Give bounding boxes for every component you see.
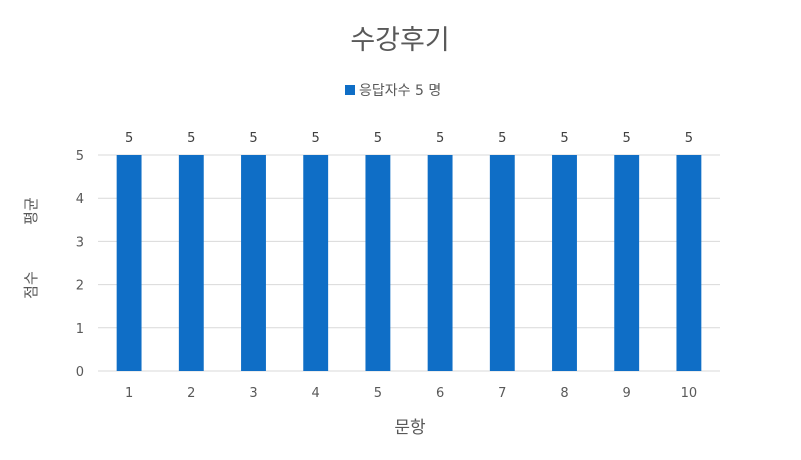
bar <box>303 155 329 371</box>
bar <box>614 155 640 371</box>
y-axis-label: 평균 점수 <box>22 197 40 299</box>
x-tick-label: 9 <box>623 386 631 401</box>
x-tick-label: 2 <box>187 386 195 401</box>
data-label: 5 <box>685 131 693 146</box>
legend-swatch <box>345 85 355 95</box>
bar <box>178 155 204 371</box>
data-label: 5 <box>560 131 568 146</box>
bar <box>241 155 266 371</box>
data-labels: 5 5 5 5 5 5 5 5 5 5 <box>125 131 693 146</box>
y-axis-label-line-2: 점수 <box>22 271 40 299</box>
data-label: 5 <box>374 131 382 146</box>
y-tick-label: 3 <box>76 235 84 250</box>
y-axis-label-line-1: 평균 <box>22 197 40 225</box>
data-label: 5 <box>623 131 631 146</box>
data-label: 5 <box>498 131 506 146</box>
x-axis-label: 문항 <box>394 418 426 438</box>
y-tick-label: 0 <box>76 365 84 380</box>
x-tick-label: 3 <box>249 386 257 401</box>
x-tick-label: 7 <box>498 386 506 401</box>
x-tick-label: 5 <box>374 386 382 401</box>
bar <box>552 155 577 371</box>
x-axis-ticks: 1 2 3 4 5 6 7 8 9 10 <box>125 386 697 401</box>
x-tick-label: 10 <box>681 386 698 401</box>
bar <box>116 155 142 371</box>
bar <box>489 155 515 371</box>
y-tick-label: 4 <box>76 192 84 207</box>
data-label: 5 <box>312 131 320 146</box>
chart-title: 수강후기 <box>350 25 449 56</box>
y-tick-label: 5 <box>76 149 84 164</box>
bar <box>427 155 453 371</box>
bar <box>676 155 702 371</box>
x-tick-label: 8 <box>560 386 568 401</box>
data-label: 5 <box>125 131 133 146</box>
data-label: 5 <box>436 131 444 146</box>
x-tick-label: 1 <box>125 386 133 401</box>
bars <box>116 155 702 371</box>
legend-label: 응답자수 5 명 <box>359 83 441 99</box>
data-label: 5 <box>249 131 257 146</box>
y-tick-label: 1 <box>76 322 84 337</box>
x-tick-label: 6 <box>436 386 444 401</box>
bar <box>365 155 391 371</box>
x-tick-label: 4 <box>312 386 320 401</box>
data-label: 5 <box>187 131 195 146</box>
y-tick-label: 2 <box>76 279 84 294</box>
y-axis-ticks: 0 1 2 3 4 5 <box>76 149 84 380</box>
chart-legend: 응답자수 5 명 <box>345 83 441 99</box>
